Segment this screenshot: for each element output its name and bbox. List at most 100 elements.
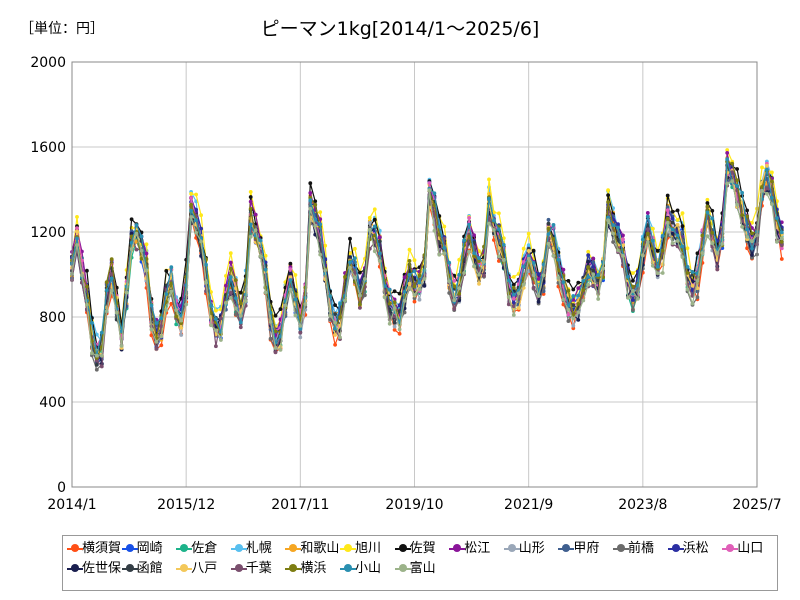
data-point [576, 293, 581, 298]
data-point [467, 234, 471, 239]
data-point [521, 264, 526, 269]
data-point [308, 206, 313, 211]
data-point [645, 227, 650, 232]
data-point [104, 288, 109, 293]
data-point [665, 220, 670, 225]
data-point [477, 259, 481, 263]
data-point [690, 301, 695, 306]
data-point [228, 266, 233, 271]
data-point [139, 256, 144, 261]
data-point [576, 318, 581, 322]
data-point [531, 285, 536, 290]
data-point [154, 346, 159, 351]
data-point [675, 239, 680, 243]
data-point [397, 309, 402, 313]
data-point [685, 271, 690, 275]
data-point [779, 257, 784, 261]
data-point [228, 290, 233, 295]
data-point [387, 301, 392, 306]
data-point [278, 307, 283, 311]
data-point [576, 310, 581, 315]
legend-item-13: 佐世保 [67, 560, 122, 578]
data-point [353, 256, 357, 260]
data-point [214, 308, 218, 313]
data-point [775, 240, 779, 244]
data-point [154, 339, 159, 344]
data-point [407, 272, 412, 277]
data-point [710, 216, 715, 221]
data-point [442, 236, 447, 241]
data-point [298, 327, 303, 331]
data-point [497, 227, 501, 232]
data-point [452, 298, 457, 303]
data-point [606, 218, 610, 223]
data-point [611, 231, 615, 236]
data-point [670, 220, 675, 225]
data-point [303, 302, 308, 307]
data-point [745, 235, 749, 239]
data-point [779, 230, 784, 235]
data-point [417, 280, 422, 285]
data-point [412, 293, 417, 297]
data-point [750, 239, 754, 244]
data-point [159, 324, 164, 329]
data-point [432, 191, 437, 196]
legend-label: 山形 [518, 541, 545, 556]
data-point [288, 278, 293, 282]
data-point [457, 272, 462, 277]
data-point [705, 210, 710, 215]
data-point [75, 226, 79, 231]
data-point [611, 223, 615, 228]
data-point [670, 241, 675, 246]
data-point [452, 284, 457, 289]
legend-marker-icon [71, 543, 79, 552]
data-point [194, 192, 199, 197]
legend-marker-icon [453, 543, 462, 552]
data-point [526, 243, 531, 248]
data-point [427, 181, 432, 186]
data-point [521, 246, 526, 251]
data-point [650, 226, 655, 231]
data-point [452, 307, 457, 311]
legend-marker-icon [671, 543, 680, 552]
data-point [407, 259, 412, 263]
data-point [358, 270, 362, 275]
x-tick-label: 2017/11 [271, 497, 329, 513]
data-point [228, 260, 233, 265]
data-point [720, 242, 725, 246]
data-point [576, 280, 581, 285]
data-point [685, 287, 690, 292]
legend-marker-icon [71, 563, 79, 572]
legend-label: 岡崎 [136, 541, 163, 556]
data-point [636, 297, 640, 301]
data-point [333, 333, 337, 337]
y-tick-label: 1200 [30, 225, 66, 241]
data-point [253, 212, 258, 217]
data-point [119, 344, 124, 348]
data-point [94, 358, 99, 363]
legend-marker-icon [398, 563, 407, 572]
data-point [531, 261, 536, 265]
data-point [363, 277, 367, 281]
legend-label: 佐世保 [82, 561, 122, 576]
y-tick-label: 1600 [30, 140, 66, 156]
data-point [447, 291, 452, 295]
data-point [472, 254, 476, 258]
data-point [442, 251, 447, 256]
data-point [129, 247, 134, 252]
data-point [655, 271, 660, 276]
data-point [616, 222, 620, 227]
data-point [506, 278, 511, 283]
data-point [779, 240, 784, 244]
data-point [427, 188, 432, 193]
data-point [124, 290, 129, 295]
data-point [531, 248, 536, 253]
data-point [586, 259, 591, 264]
data-point [392, 314, 397, 319]
data-point [288, 275, 293, 280]
data-point [214, 328, 218, 333]
data-point [665, 216, 670, 221]
data-point [690, 270, 695, 274]
data-point [308, 181, 313, 186]
